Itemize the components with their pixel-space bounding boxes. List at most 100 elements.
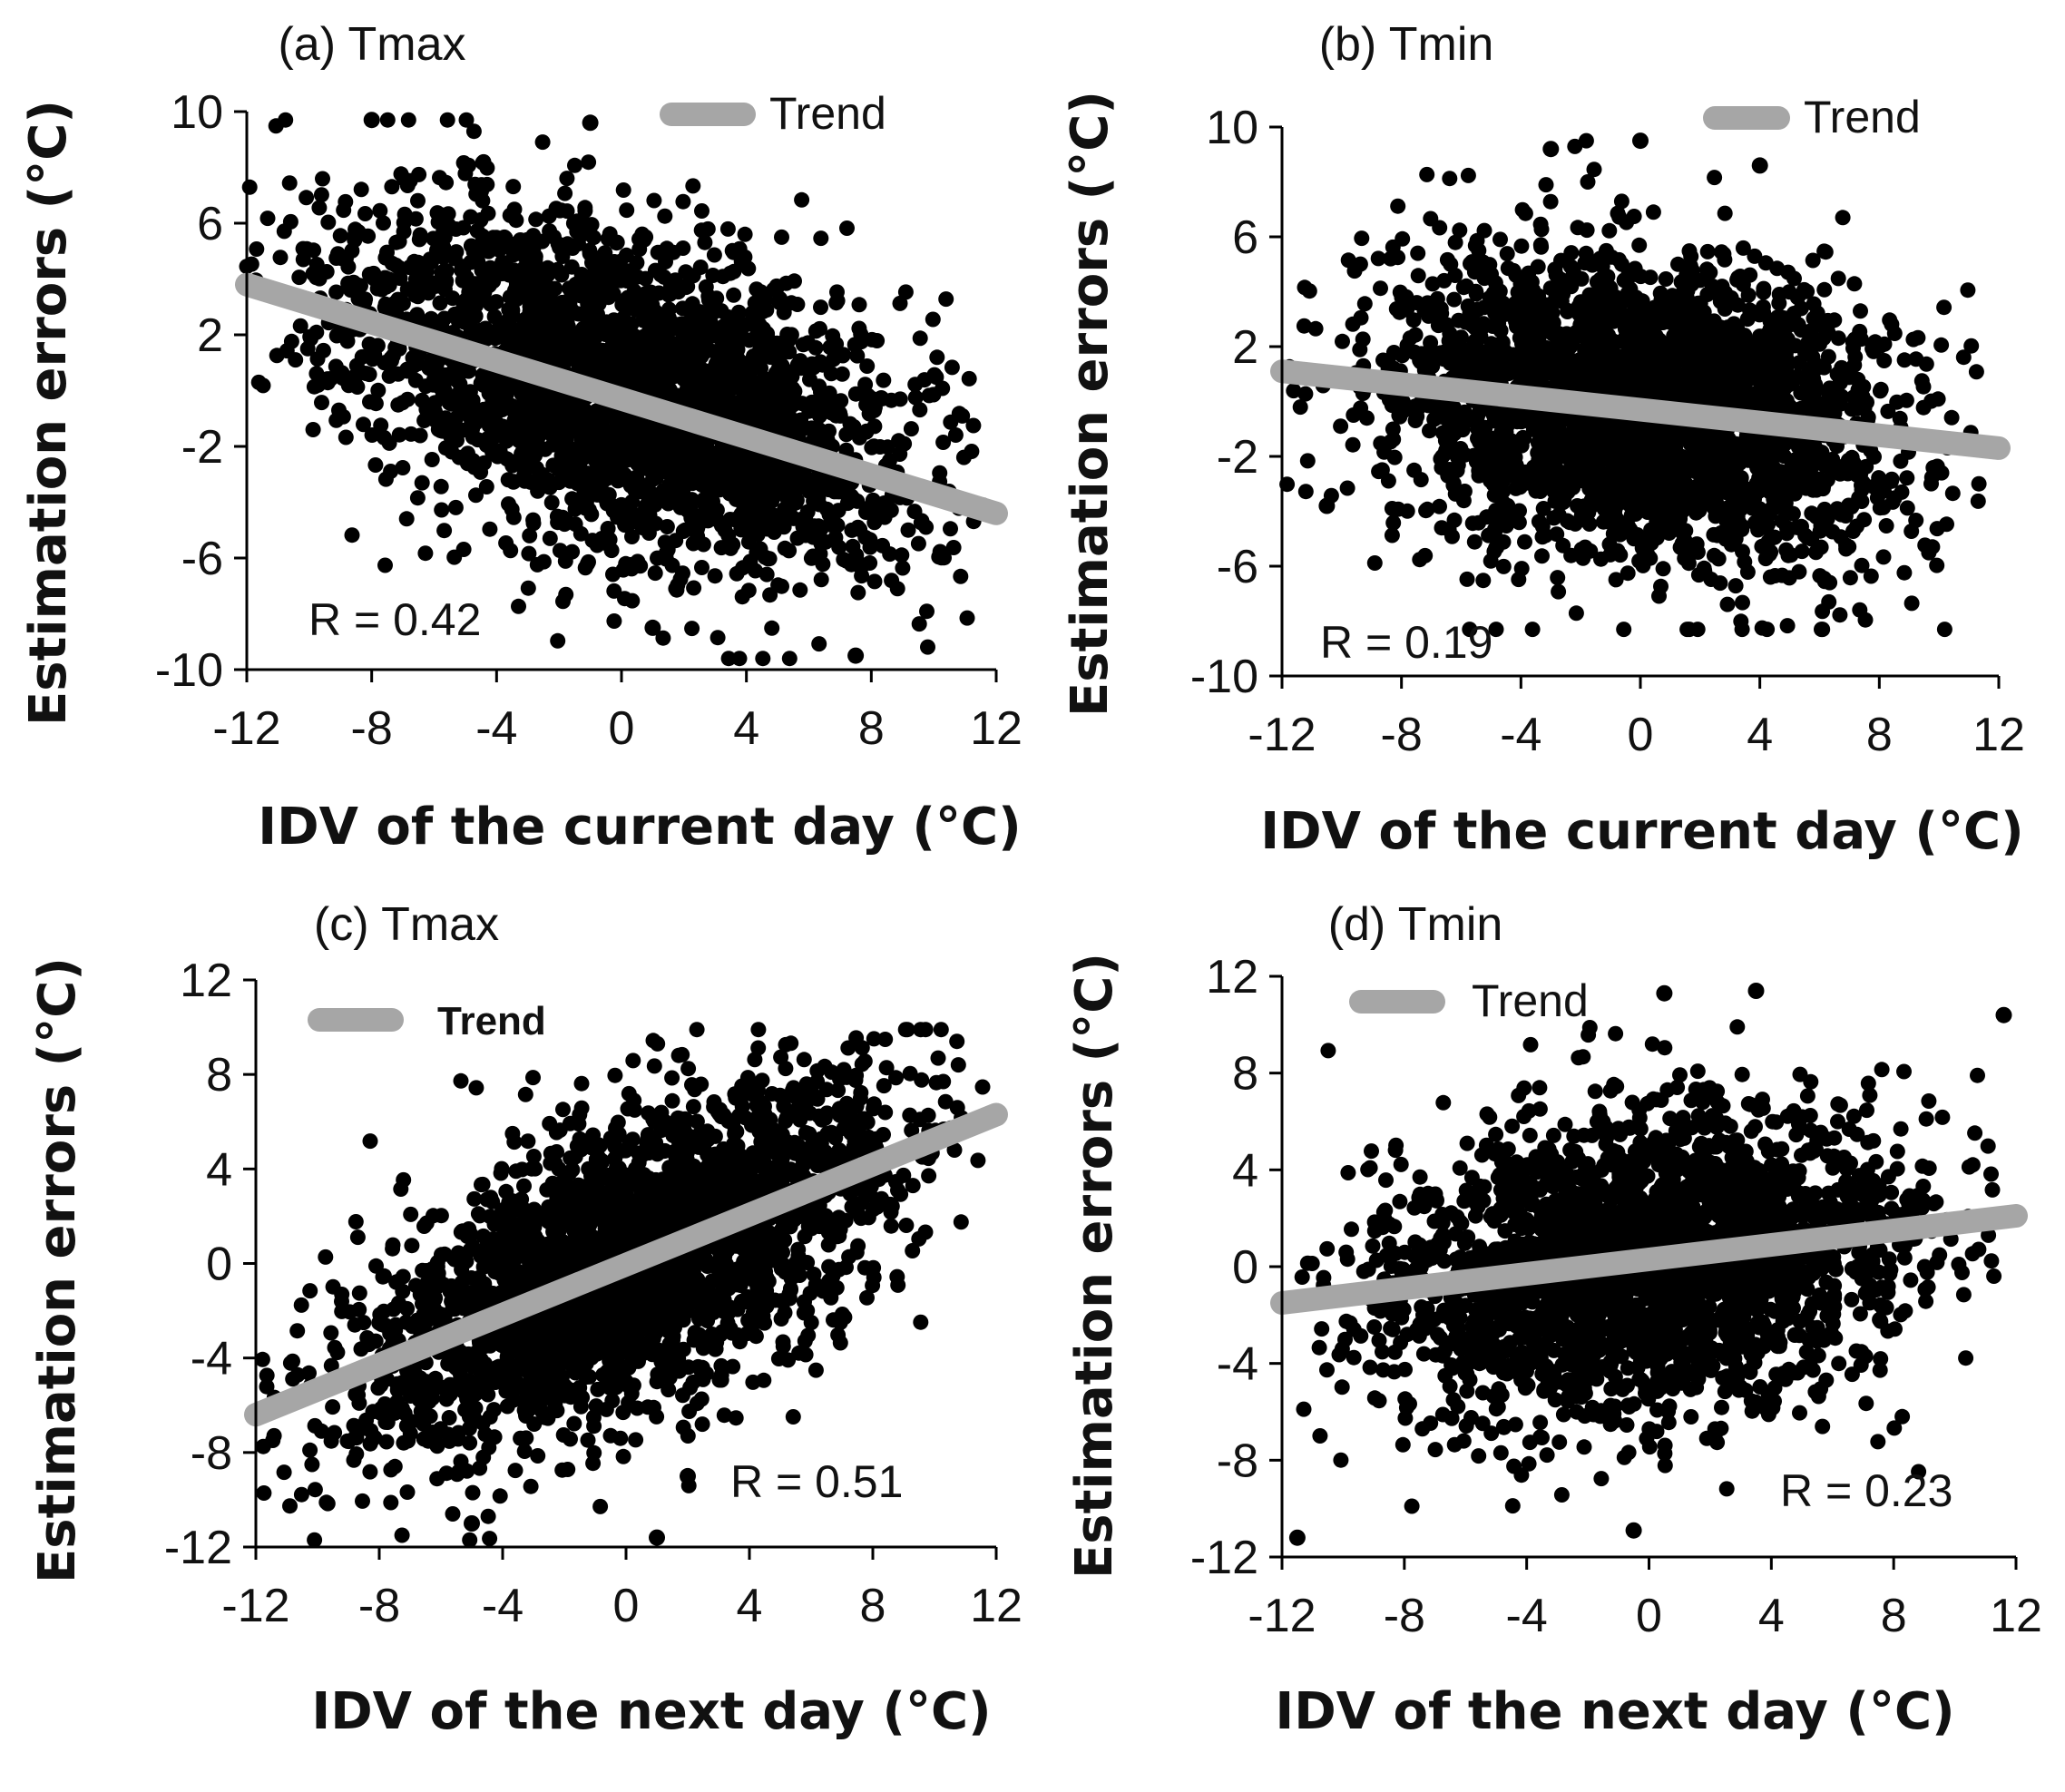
data-point	[1971, 475, 1987, 492]
data-point	[872, 439, 888, 455]
data-point	[543, 399, 559, 416]
data-point	[850, 584, 866, 601]
data-point	[811, 636, 827, 652]
data-point	[647, 565, 663, 582]
data-point	[615, 182, 631, 198]
data-point	[582, 242, 598, 259]
data-point	[383, 464, 399, 479]
data-point	[396, 214, 412, 230]
data-point	[781, 651, 798, 667]
data-point	[1333, 418, 1349, 435]
data-point	[400, 112, 416, 128]
data-point	[834, 366, 850, 382]
data-point	[436, 419, 453, 436]
data-point	[634, 520, 651, 535]
data-point	[724, 242, 740, 259]
data-point	[804, 356, 820, 372]
data-point	[482, 521, 498, 537]
data-point	[328, 250, 345, 266]
data-point	[770, 577, 787, 593]
data-point	[675, 240, 691, 256]
data-point	[498, 535, 514, 551]
data-point	[1600, 269, 1616, 285]
data-point	[1878, 518, 1894, 534]
data-point	[829, 484, 846, 500]
data-point	[1899, 470, 1915, 486]
data-point	[558, 513, 574, 529]
data-point	[616, 367, 632, 384]
data-point	[1631, 237, 1648, 253]
data-point	[314, 395, 329, 411]
data-point	[563, 473, 579, 489]
data-point	[812, 320, 827, 337]
data-point	[528, 211, 544, 228]
data-point	[786, 413, 802, 428]
data-point	[729, 377, 745, 393]
data-point	[478, 269, 494, 285]
data-point	[777, 540, 793, 556]
data-point	[695, 455, 710, 472]
data-point	[1620, 565, 1636, 582]
data-point	[1899, 500, 1915, 516]
data-point	[758, 302, 775, 318]
data-point	[1521, 265, 1537, 281]
data-point	[465, 392, 481, 408]
data-point	[1406, 462, 1423, 478]
data-point	[1542, 193, 1559, 210]
data-point	[298, 190, 315, 206]
data-point	[1634, 311, 1650, 328]
data-point	[298, 240, 315, 257]
data-point	[468, 487, 484, 504]
data-point	[516, 384, 533, 400]
data-point	[558, 586, 574, 602]
data-point	[577, 200, 593, 216]
data-point	[473, 211, 489, 228]
data-point	[697, 234, 713, 250]
data-point	[792, 582, 808, 598]
data-point	[1346, 407, 1362, 423]
data-point	[387, 257, 404, 273]
data-point	[684, 492, 700, 508]
data-point	[757, 549, 773, 565]
data-point	[548, 351, 564, 367]
data-point	[1742, 302, 1757, 318]
data-point	[1714, 320, 1730, 337]
data-point	[628, 416, 644, 432]
data-point	[638, 270, 653, 287]
data-point	[661, 483, 678, 499]
data-point	[506, 201, 523, 218]
data-point	[1815, 622, 1831, 638]
panel-title: (a) Tmax	[278, 18, 465, 71]
data-point	[1779, 618, 1796, 634]
data-point	[1441, 522, 1457, 538]
data-point	[1679, 281, 1695, 298]
data-point	[309, 351, 326, 367]
data-point	[849, 348, 866, 364]
data-point	[580, 465, 595, 482]
data-point	[1299, 453, 1316, 469]
data-point	[1466, 534, 1483, 550]
data-point	[1542, 280, 1559, 297]
data-point	[433, 274, 449, 290]
data-point	[1601, 285, 1618, 301]
data-point	[900, 522, 916, 538]
data-point	[1511, 514, 1527, 531]
data-point	[1735, 594, 1750, 611]
data-point	[1682, 258, 1698, 274]
data-point	[1699, 243, 1716, 259]
data-point	[349, 379, 366, 395]
data-point	[646, 192, 662, 209]
data-point	[660, 325, 676, 341]
data-point	[1385, 421, 1401, 437]
data-point	[755, 372, 771, 388]
data-point	[1873, 381, 1889, 397]
data-point	[1723, 536, 1739, 553]
data-point	[815, 556, 831, 573]
data-point	[357, 206, 373, 221]
data-point	[910, 535, 926, 552]
data-point	[1771, 295, 1787, 311]
data-point	[607, 261, 623, 278]
data-point	[483, 296, 498, 312]
data-point	[734, 392, 750, 408]
